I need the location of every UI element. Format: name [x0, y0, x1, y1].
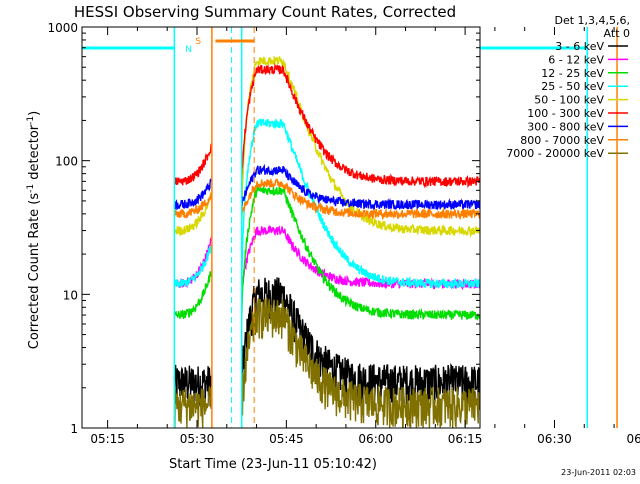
series-line	[173, 55, 480, 238]
data-layer	[173, 55, 480, 428]
legend-label: 3 - 6 keV	[555, 40, 604, 53]
legend-label: 6 - 12 keV	[548, 53, 604, 66]
series-line	[173, 297, 480, 428]
x-tick-label: 05:45	[269, 432, 304, 446]
legend-label: 12 - 25 keV	[541, 67, 604, 80]
legend-label: 25 - 50 keV	[541, 80, 604, 93]
plot-frame	[81, 26, 481, 429]
y-axis-title: Corrected Count Rate (s-1 detector-1)	[26, 111, 42, 349]
x-tick-label: 05:15	[90, 432, 125, 446]
y-tick-label: 100	[55, 155, 78, 169]
axes: 05:15 05:30 05:45 06:00 06:15 06:30 06:45 1 10 10…	[47, 21, 640, 446]
legend-label: 7000 - 20000 keV	[506, 147, 604, 160]
legend-label: 100 - 300 keV	[527, 107, 604, 120]
x-tick-label: 06:30	[537, 432, 572, 446]
y-tick-label: 1	[70, 422, 78, 436]
series-line	[173, 185, 480, 321]
x-tick-label: 05:30	[180, 432, 215, 446]
series-line	[173, 163, 480, 212]
legend-label: 50 - 100 keV	[534, 94, 604, 107]
x-tick-label: 06:15	[448, 432, 483, 446]
legend-header: Att 0	[604, 27, 630, 40]
footer-timestamp: 23-Jun-2011 02:03	[561, 468, 636, 477]
series-line	[173, 178, 480, 221]
legend-label: 300 - 800 keV	[527, 120, 604, 133]
x-tick-label: 06:45	[627, 432, 640, 446]
legend-header: Det 1,3,4,5,6,	[554, 14, 630, 27]
series-line	[173, 62, 480, 189]
series-line	[173, 225, 480, 291]
chart-title: HESSI Observing Summary Count Rates, Cor…	[74, 3, 456, 21]
series-line	[173, 118, 480, 291]
x-tick-label: 06:00	[358, 432, 393, 446]
saa-label: S	[195, 37, 201, 47]
series-line	[173, 277, 480, 407]
legend-label: 800 - 7000 keV	[520, 134, 604, 147]
plot-area: NS	[82, 27, 618, 428]
night-label: N	[185, 45, 192, 55]
x-axis-title: Start Time (23-Jun-11 05:10:42)	[169, 457, 377, 472]
y-tick-label: 10	[63, 288, 78, 302]
y-tick-label: 1000	[47, 21, 78, 35]
